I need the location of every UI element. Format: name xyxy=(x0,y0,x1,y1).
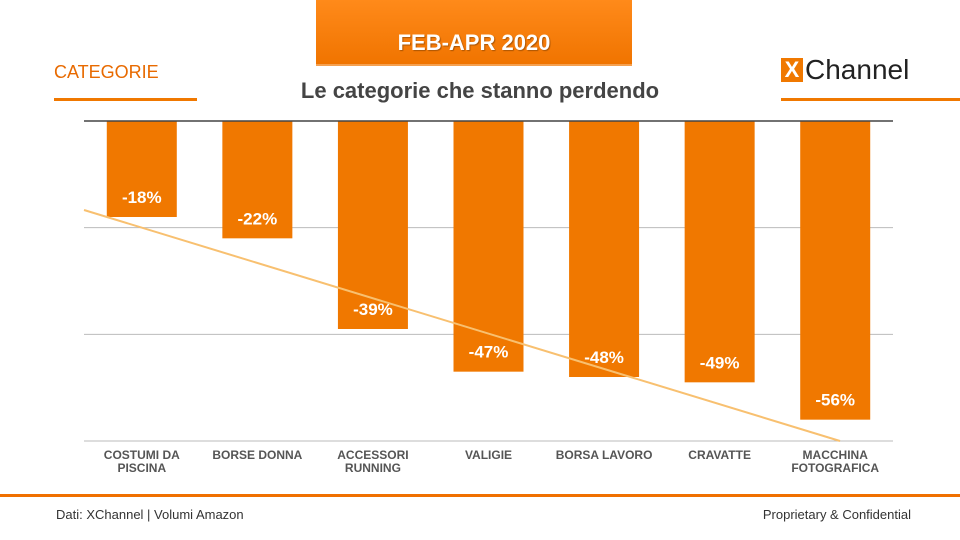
data-label: -49% xyxy=(700,353,740,372)
data-label: -47% xyxy=(469,343,509,362)
xchannel-logo: X Channel xyxy=(781,54,909,86)
x-tick-label: BORSA LAVORO xyxy=(556,448,653,462)
trendline xyxy=(83,209,841,442)
bar xyxy=(800,121,871,420)
data-label: -39% xyxy=(353,300,393,319)
data-label: -48% xyxy=(584,348,624,367)
period-banner: FEB-APR 2020 xyxy=(316,0,632,66)
section-underline xyxy=(54,98,197,101)
x-tick-label: VALIGIE xyxy=(465,448,512,462)
data-label: -56% xyxy=(815,391,855,410)
section-label: CATEGORIE xyxy=(54,62,159,82)
data-label: -18% xyxy=(122,188,162,207)
footer-confidential: Proprietary & Confidential xyxy=(762,507,911,522)
x-tick-label: MACCHINA xyxy=(803,448,869,462)
x-tick-label: COSTUMI DA xyxy=(104,448,180,462)
logo-underline xyxy=(781,98,960,101)
logo-text: Channel xyxy=(805,54,910,85)
bar xyxy=(222,121,293,239)
x-tick-label: RUNNING xyxy=(345,461,401,475)
x-tick-label: PISCINA xyxy=(117,461,166,475)
bar xyxy=(569,121,640,377)
logo-x-icon: X xyxy=(781,58,803,82)
bar xyxy=(337,121,408,329)
footer-divider xyxy=(0,494,960,497)
footer-source: Dati: XChannel | Volumi Amazon xyxy=(56,507,244,522)
bar xyxy=(106,121,177,217)
x-tick-label: CRAVATTE xyxy=(688,448,751,462)
x-tick-label: BORSE DONNA xyxy=(212,448,302,462)
bar xyxy=(453,121,524,372)
x-tick-label: FOTOGRAFICA xyxy=(791,461,879,475)
x-tick-label: ACCESSORI xyxy=(337,448,408,462)
period-label: FEB-APR 2020 xyxy=(397,30,551,55)
data-label: -22% xyxy=(238,209,278,228)
chart-title: Le categorie che stanno perdendo xyxy=(300,78,660,103)
bar xyxy=(684,121,755,383)
